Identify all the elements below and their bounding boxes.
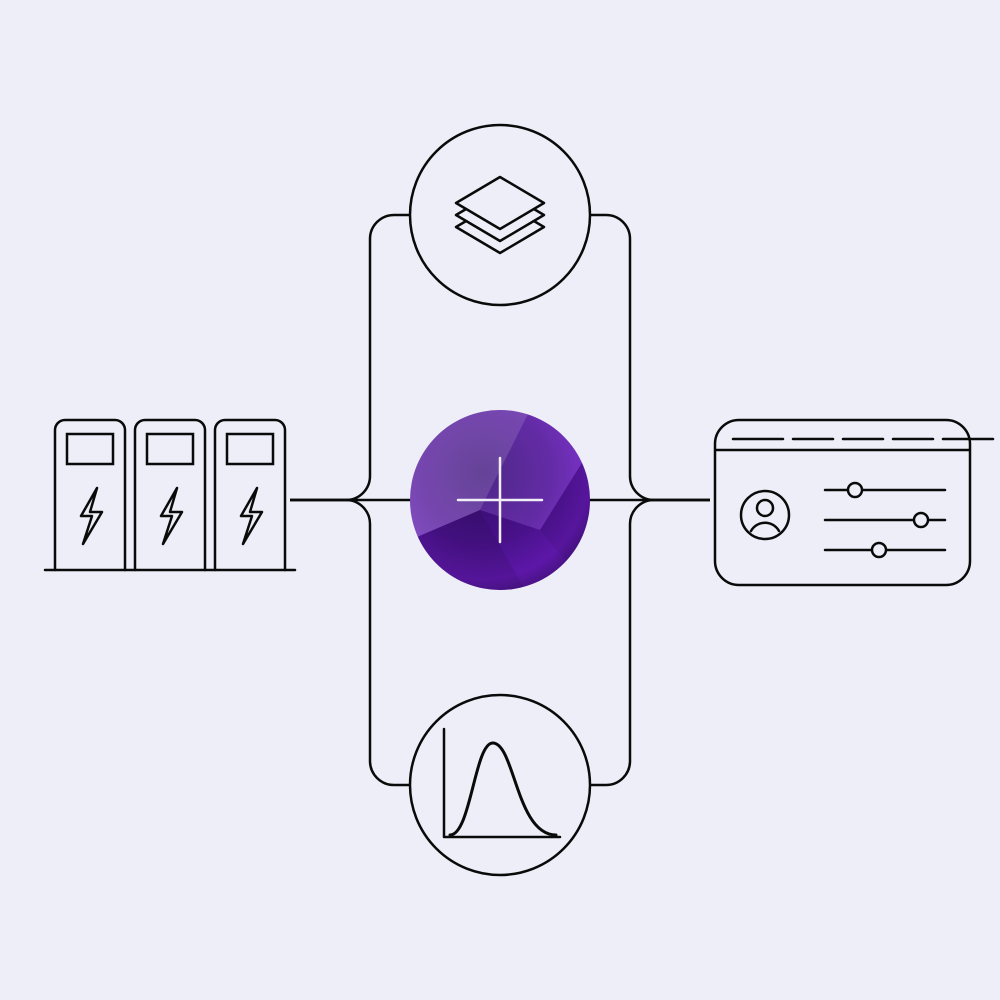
layers-node — [410, 125, 590, 305]
settings-card-icon — [715, 420, 993, 585]
diagram-canvas — [0, 0, 1000, 1000]
hub-node — [410, 410, 590, 590]
charging-stations-icon — [45, 420, 295, 570]
distribution-node — [410, 695, 590, 875]
